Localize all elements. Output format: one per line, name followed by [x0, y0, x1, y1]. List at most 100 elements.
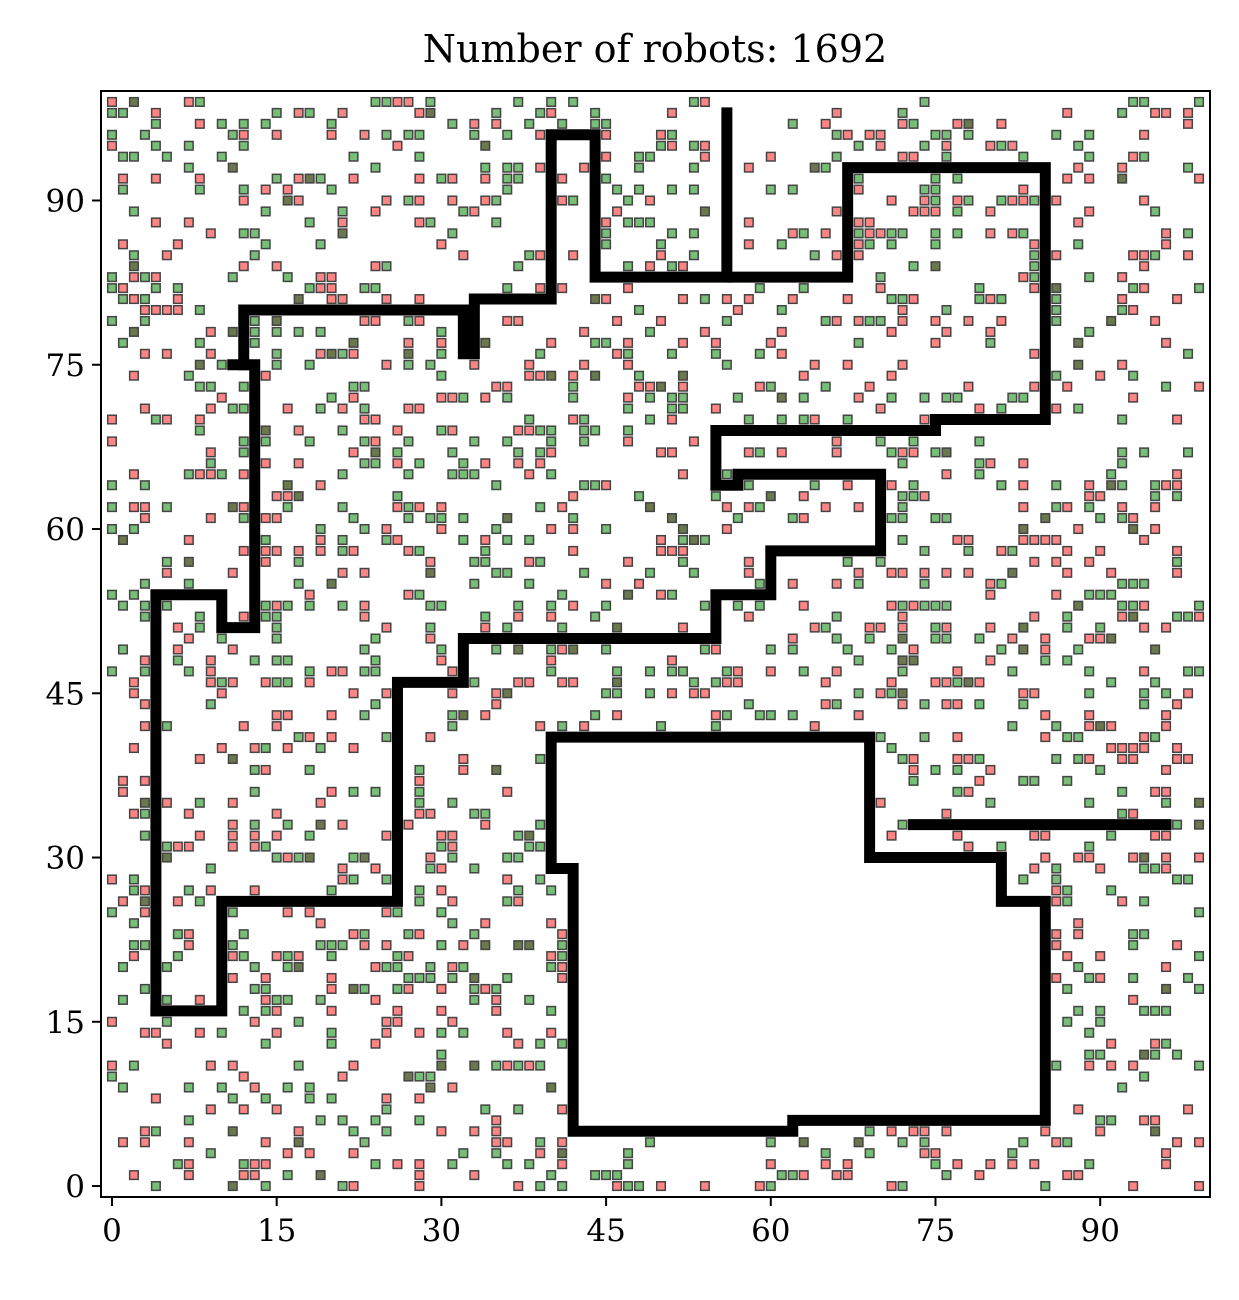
robot-marker — [1117, 808, 1128, 819]
robot-marker — [601, 523, 612, 535]
robot-marker — [623, 261, 634, 272]
robot-marker — [952, 732, 963, 743]
robot-marker — [699, 326, 710, 337]
robot-marker — [403, 513, 414, 524]
robot-marker — [568, 381, 579, 392]
robot-marker — [370, 863, 381, 874]
robot-marker — [853, 392, 864, 403]
robot-marker — [1139, 1049, 1150, 1060]
robot-marker — [1150, 1049, 1161, 1060]
robot-marker — [1161, 786, 1172, 797]
robot-marker — [117, 600, 128, 611]
robot-marker — [194, 96, 205, 107]
robot-marker — [1128, 1181, 1139, 1192]
x-tick-label: 45 — [586, 1213, 625, 1249]
robot-marker — [293, 491, 304, 502]
robot-marker — [271, 655, 282, 666]
robot-marker — [282, 1148, 293, 1159]
robot-marker — [337, 600, 348, 611]
robot-marker — [458, 1027, 469, 1038]
robot-marker — [546, 447, 557, 458]
robot-marker — [458, 1148, 469, 1159]
robot-marker — [908, 600, 919, 611]
robot-marker — [557, 644, 568, 655]
robot-marker — [1095, 633, 1106, 644]
robot-marker — [655, 1181, 667, 1192]
robot-marker — [787, 294, 798, 305]
robot-marker — [480, 611, 491, 622]
robot-marker — [425, 217, 436, 228]
robot-marker — [117, 786, 128, 797]
robot-marker — [1139, 896, 1150, 907]
robot-marker — [612, 206, 623, 217]
robot-marker — [677, 545, 688, 556]
robot-marker — [1051, 1060, 1062, 1071]
robot-marker — [315, 797, 326, 808]
robot-marker — [930, 447, 941, 458]
robot-marker — [1018, 184, 1029, 195]
robot-marker — [315, 994, 326, 1005]
robot-marker — [436, 1027, 447, 1038]
robot-marker — [1084, 326, 1095, 337]
robot-marker — [128, 808, 139, 819]
robot-marker — [1084, 129, 1095, 140]
robot-marker — [436, 239, 447, 250]
robot-marker — [623, 348, 634, 359]
robot-marker — [765, 184, 776, 195]
robot-marker — [974, 775, 985, 786]
robot-marker — [908, 294, 919, 305]
robot-marker — [952, 534, 963, 546]
robot-marker — [139, 1126, 150, 1137]
robot-marker — [348, 1181, 359, 1192]
robot-marker — [502, 534, 513, 546]
robot-marker — [359, 600, 370, 611]
robot-marker — [205, 513, 216, 524]
robot-marker — [1128, 611, 1139, 622]
robot-marker — [436, 1049, 447, 1060]
robot-marker — [392, 425, 403, 436]
robot-marker — [414, 972, 425, 984]
robot-marker — [348, 852, 359, 863]
robot-marker — [139, 600, 150, 611]
robot-marker — [1073, 732, 1084, 743]
robot-marker — [1084, 666, 1095, 677]
robot-marker — [1040, 633, 1051, 644]
robot-marker — [666, 403, 678, 414]
robot-marker — [721, 666, 732, 677]
robot-marker — [1084, 710, 1095, 721]
robot-marker — [513, 1104, 524, 1115]
robot-marker — [1172, 414, 1183, 425]
robot-marker — [688, 140, 699, 151]
robot-marker — [183, 929, 194, 940]
obstacle-boundary-4 — [545, 731, 1051, 1137]
robot-marker — [491, 699, 502, 710]
robot-marker — [666, 666, 678, 677]
robot-marker — [183, 96, 194, 107]
robot-marker — [425, 359, 436, 370]
robot-marker — [623, 589, 634, 600]
robot-marker — [633, 304, 645, 316]
robot-marker — [612, 666, 623, 677]
robot-marker — [557, 721, 568, 732]
robot-marker — [644, 151, 656, 162]
robot-marker — [952, 764, 963, 775]
robot-marker — [1128, 523, 1139, 535]
robot-marker — [337, 567, 348, 578]
robot-marker — [139, 721, 150, 732]
robot-marker — [513, 458, 524, 469]
robot-marker — [1040, 830, 1051, 841]
robot-marker — [699, 96, 710, 107]
robot-marker — [1183, 972, 1194, 984]
robot-marker — [260, 1159, 271, 1170]
robot-marker — [524, 994, 535, 1005]
robot-marker — [1183, 1104, 1194, 1115]
robot-marker — [897, 151, 908, 162]
robot-marker — [557, 1137, 568, 1148]
robot-marker — [359, 929, 370, 940]
robot-marker — [623, 1159, 634, 1170]
robot-marker — [502, 622, 513, 633]
robot-marker — [403, 951, 414, 962]
robot-marker — [370, 666, 381, 677]
robot-marker — [282, 184, 293, 195]
robot-marker — [172, 951, 183, 962]
